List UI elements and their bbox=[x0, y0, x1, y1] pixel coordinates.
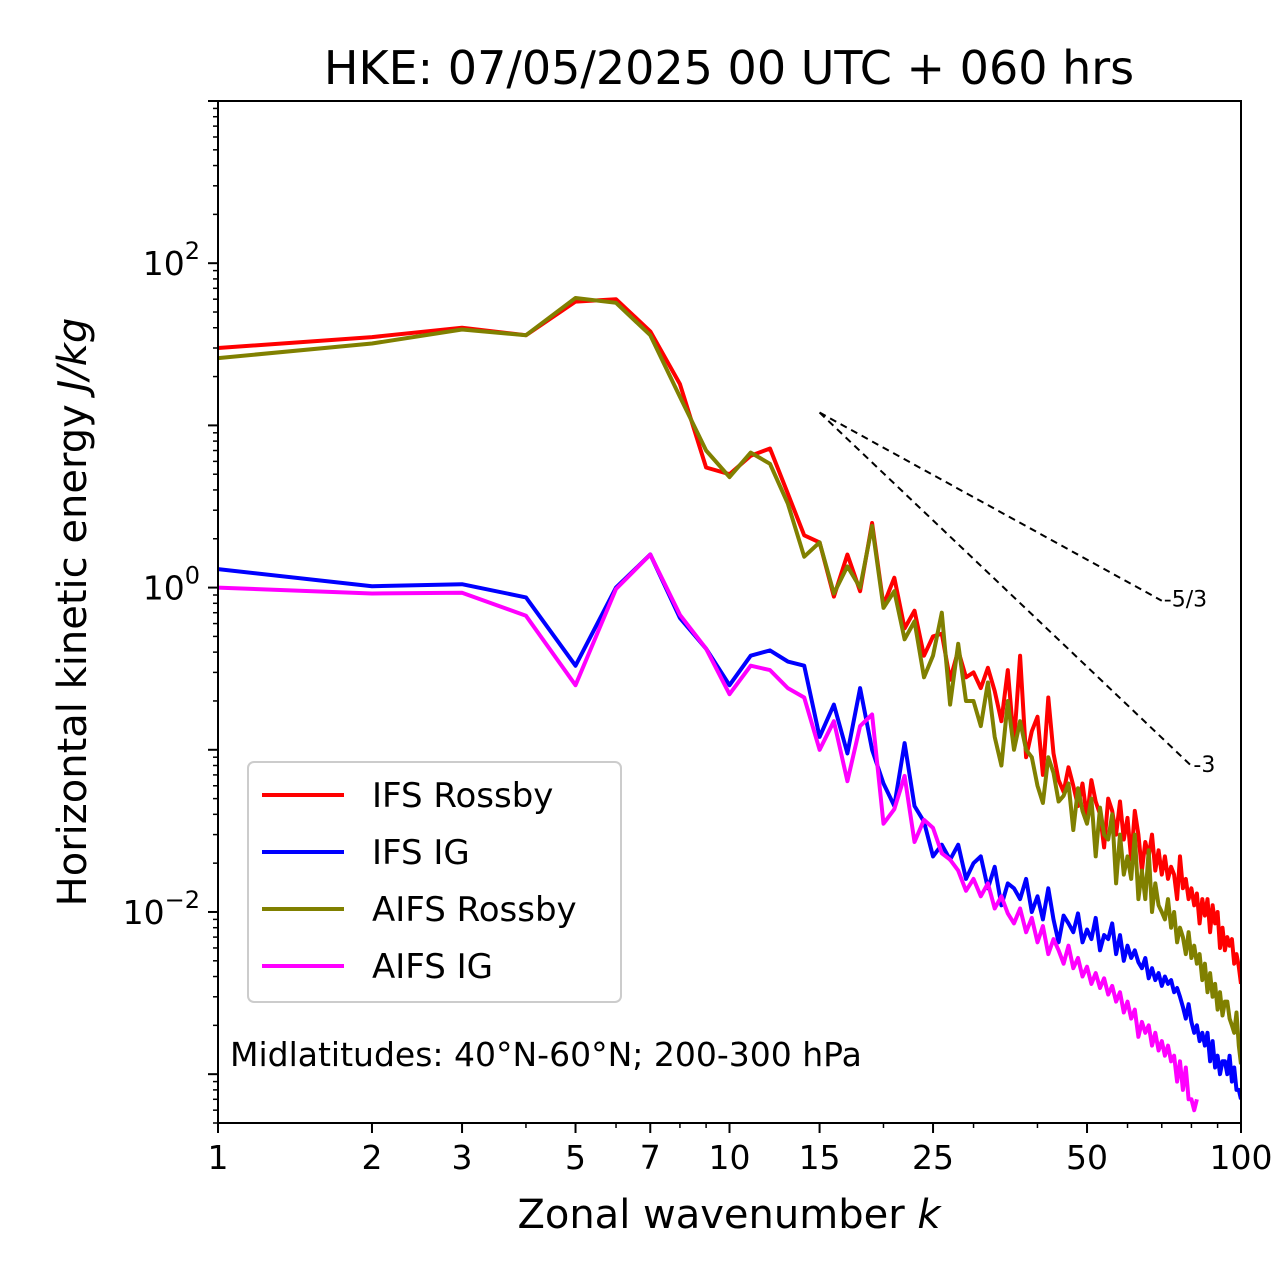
x-tick-label: 10 bbox=[709, 1138, 751, 1177]
x-axis-label: Zonal wavenumber k bbox=[517, 1192, 942, 1238]
x-tick-label: 25 bbox=[912, 1138, 954, 1177]
series-line-ifs-ig bbox=[218, 552, 1241, 1100]
legend-label: AIFS IG bbox=[372, 947, 493, 987]
y-tick-label: 102 bbox=[143, 237, 200, 283]
legend-label: AIFS Rossby bbox=[372, 890, 577, 930]
legend-box bbox=[247, 761, 622, 1003]
y-axis-label: Horizontal kinetic energy J/kg bbox=[50, 318, 96, 907]
reference-label: -3 bbox=[1193, 753, 1215, 778]
x-tick-label: 100 bbox=[1210, 1138, 1273, 1177]
y-axis-ticks: 10−2 100 102 bbox=[123, 100, 218, 1124]
region-annotation: Midlatitudes: 40°N-60°N; 200-300 hPa bbox=[230, 1035, 862, 1074]
legend-label: IFS Rossby bbox=[372, 776, 553, 816]
data-series-lines bbox=[218, 296, 1241, 1113]
x-tick-label: 3 bbox=[452, 1138, 473, 1177]
chart-title: HKE: 07/05/2025 00 UTC + 060 hrs bbox=[324, 41, 1134, 95]
reference-slope-labels: -5/3 -3 bbox=[1164, 588, 1216, 778]
reference-label: -5/3 bbox=[1164, 588, 1207, 613]
y-tick-label: 10−2 bbox=[123, 886, 200, 932]
series-line-aifs-ig bbox=[218, 552, 1199, 1113]
x-tick-label: 5 bbox=[565, 1138, 586, 1177]
y-tick-label: 100 bbox=[143, 562, 200, 608]
x-tick-label: 1 bbox=[208, 1138, 229, 1177]
series-line-aifs-rossby bbox=[218, 296, 1241, 1065]
reference-line-0 bbox=[819, 411, 1163, 602]
x-tick-label: 50 bbox=[1066, 1138, 1108, 1177]
x-axis-ticks: 1 2 3 5 7 10 15 25 50 100 bbox=[208, 1123, 1273, 1177]
reference-slope-lines bbox=[818, 411, 1193, 767]
legend-label: IFS IG bbox=[372, 833, 470, 873]
series-line-ifs-rossby bbox=[218, 297, 1241, 985]
legend: IFS Rossby IFS IG AIFS Rossby AIFS IG bbox=[247, 761, 622, 1003]
x-tick-label: 15 bbox=[799, 1138, 841, 1177]
x-tick-label: 2 bbox=[361, 1138, 382, 1177]
x-tick-label: 7 bbox=[640, 1138, 661, 1177]
reference-line-1 bbox=[818, 411, 1193, 767]
